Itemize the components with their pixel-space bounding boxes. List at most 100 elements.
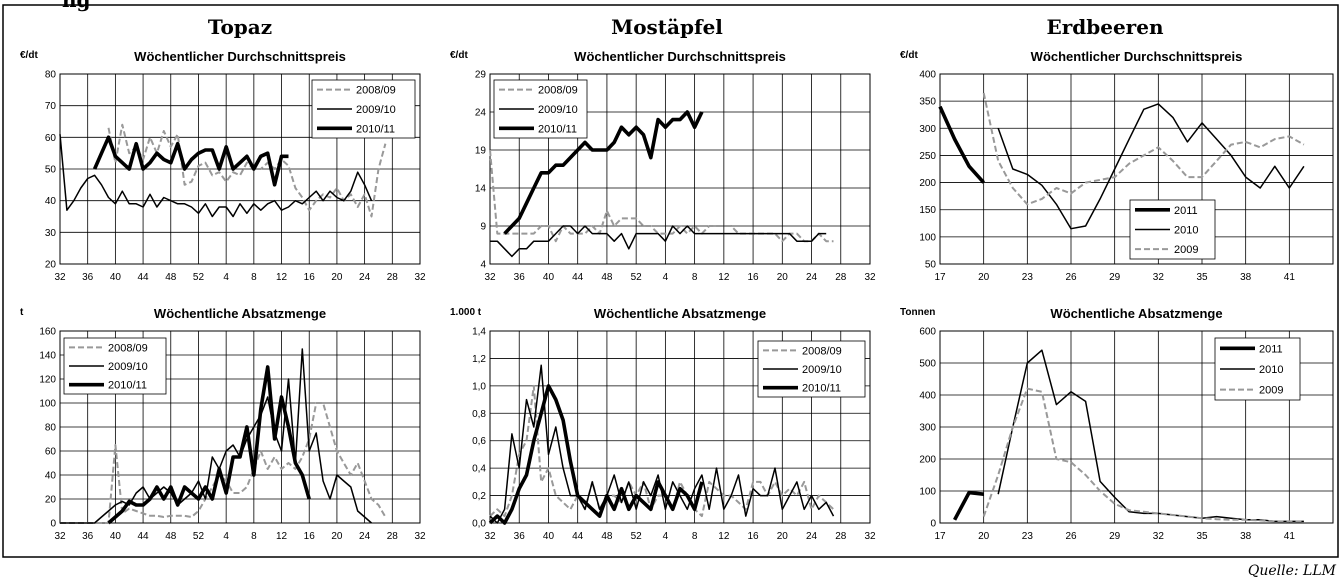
y-tick-label: 29 — [475, 70, 487, 81]
panel-title: Wöchentliche Absatzmenge — [1050, 306, 1222, 321]
x-tick-label: 48 — [165, 272, 177, 283]
y-tick-label: 400 — [919, 391, 936, 402]
panel-title: Wöchentlicher Durchschnittspreis — [1031, 49, 1243, 64]
series-line-2010-11 — [107, 365, 311, 525]
y-tick-label: 200 — [919, 455, 936, 466]
x-tick-label: 24 — [359, 531, 371, 542]
series-line-2010-11 — [488, 384, 704, 525]
x-tick-label: 26 — [1065, 272, 1077, 283]
x-tick-label: 36 — [514, 272, 526, 283]
series-line-2009-10 — [59, 134, 373, 218]
legend-label: 2009 — [1174, 244, 1198, 256]
x-tick-label: 44 — [138, 531, 150, 542]
x-tick-label: 32 — [1153, 531, 1165, 542]
chart-panel-4: 0,00,20,40,60,81,01,21,432 36 40 44 48 52 4 8 12… — [450, 306, 876, 542]
legend: 2008/09 2009/10 2010/11 — [63, 337, 167, 395]
y-axis-unit: €/dt — [900, 50, 918, 61]
x-tick-label: 4 — [223, 272, 229, 283]
y-tick-label: 20 — [45, 260, 57, 271]
y-axis-unit: €/dt — [20, 50, 38, 61]
y-tick-label: 80 — [45, 70, 57, 81]
legend-label: 2008/09 — [356, 85, 396, 97]
y-axis-unit: 1.000 t — [450, 307, 482, 318]
x-tick-label: 44 — [572, 272, 584, 283]
x-tick-label: 40 — [110, 272, 122, 283]
x-tick-label: 32 — [414, 272, 426, 283]
legend-label: 2009/10 — [802, 364, 842, 376]
x-tick-label: 20 — [331, 272, 343, 283]
x-tick-label: 38 — [1240, 272, 1252, 283]
y-tick-label: 0,6 — [472, 436, 486, 447]
x-tick-label: 20 — [978, 531, 990, 542]
x-tick-label: 40 — [543, 531, 555, 542]
series-line-2008-09 — [107, 123, 387, 218]
legend-label: 2008/09 — [538, 85, 578, 97]
chart-panel-2: 50 100 150 200 250 300 350 400 17 20 23 26 29 32 35 38 4… — [900, 49, 1334, 283]
legend-label: 2011 — [1174, 205, 1198, 217]
y-tick-label: 40 — [45, 196, 57, 207]
y-axis-unit: t — [20, 307, 24, 318]
y-tick-label: 50 — [45, 165, 57, 176]
y-tick-label: 0,8 — [472, 409, 486, 420]
x-tick-label: 32 — [414, 531, 426, 542]
x-tick-label: 35 — [1196, 531, 1208, 542]
legend-label: 2010/11 — [538, 123, 577, 135]
series-line-2009-10 — [490, 225, 827, 258]
x-tick-label: 12 — [276, 272, 288, 283]
y-tick-label: 1,0 — [472, 381, 486, 392]
y-tick-label: 0 — [930, 519, 936, 530]
x-tick-label: 36 — [514, 531, 526, 542]
x-tick-label: 28 — [387, 272, 399, 283]
series-line-2010-11 — [92, 135, 289, 187]
y-tick-label: 600 — [919, 327, 936, 338]
legend-label: 2010 — [1259, 364, 1283, 376]
x-tick-label: 20 — [777, 272, 789, 283]
x-tick-label: 16 — [304, 272, 316, 283]
y-tick-label: 0,2 — [472, 491, 486, 502]
y-tick-label: 9 — [480, 222, 486, 233]
x-tick-label: 8 — [692, 272, 698, 283]
y-tick-label: 0 — [50, 519, 56, 530]
y-tick-label: 100 — [919, 232, 936, 243]
x-tick-label: 52 — [193, 531, 205, 542]
x-tick-label: 4 — [223, 531, 229, 542]
y-tick-label: 60 — [45, 447, 57, 458]
section-title-topaz: Topaz — [208, 15, 272, 39]
y-tick-label: 1,4 — [472, 327, 486, 338]
x-tick-label: 24 — [806, 272, 818, 283]
x-tick-label: 48 — [601, 531, 613, 542]
legend: 2011 2010 2009 — [1214, 337, 1301, 401]
x-tick-label: 36 — [82, 531, 94, 542]
x-tick-label: 24 — [806, 531, 818, 542]
x-tick-label: 28 — [835, 272, 847, 283]
y-tick-label: 70 — [45, 101, 57, 112]
series-line-2010-11 — [503, 110, 704, 235]
x-tick-label: 32 — [484, 272, 496, 283]
x-tick-label: 4 — [663, 272, 669, 283]
plot-area — [59, 330, 421, 524]
x-tick-label: 12 — [718, 272, 730, 283]
y-tick-label: 60 — [45, 133, 57, 144]
legend: 2008/09 2009/10 2010/11 — [493, 79, 588, 139]
cropped-header-text: ng — [62, 0, 91, 12]
x-tick-label: 17 — [934, 531, 946, 542]
y-tick-label: 40 — [45, 471, 57, 482]
x-tick-label: 35 — [1196, 272, 1208, 283]
y-tick-label: 50 — [925, 260, 937, 271]
x-tick-label: 17 — [934, 272, 946, 283]
y-tick-label: 1,2 — [472, 354, 486, 365]
section-title-erdbeeren: Erdbeeren — [1046, 15, 1163, 39]
x-tick-label: 29 — [1109, 531, 1121, 542]
section-title-mostaepfel: Mostäpfel — [611, 15, 723, 39]
legend-label: 2009/10 — [538, 104, 578, 116]
x-tick-label: 12 — [276, 531, 288, 542]
series-line-2008-09 — [60, 402, 387, 524]
plot-area — [59, 73, 421, 265]
y-tick-label: 300 — [919, 423, 936, 434]
panel-title: Wöchentliche Absatzmenge — [154, 306, 326, 321]
series-line-2008-09 — [489, 149, 834, 243]
plot-area — [939, 73, 1334, 265]
